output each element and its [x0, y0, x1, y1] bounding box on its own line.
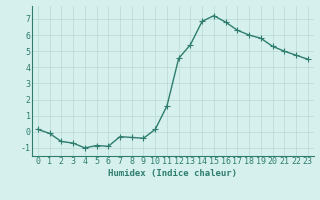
X-axis label: Humidex (Indice chaleur): Humidex (Indice chaleur)	[108, 169, 237, 178]
